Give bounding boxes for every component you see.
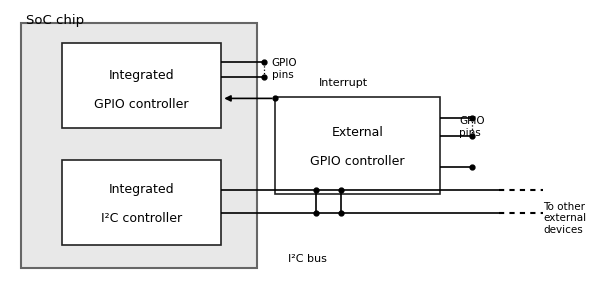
Text: SoC chip: SoC chip [26, 14, 85, 27]
Text: To other
external
devices: To other external devices [544, 202, 587, 235]
Text: GPIO controller: GPIO controller [94, 97, 189, 111]
Text: I²C bus: I²C bus [287, 254, 326, 264]
Text: External: External [331, 126, 383, 139]
Text: Integrated: Integrated [109, 183, 175, 196]
Text: I²C controller: I²C controller [101, 212, 182, 225]
Text: GPIO controller: GPIO controller [310, 155, 404, 168]
Text: Interrupt: Interrupt [319, 78, 368, 88]
Text: GPIO
pins: GPIO pins [272, 58, 297, 80]
Text: Integrated: Integrated [109, 69, 175, 82]
FancyBboxPatch shape [20, 23, 257, 268]
Text: GPIO
pins: GPIO pins [459, 116, 485, 138]
FancyBboxPatch shape [62, 43, 221, 128]
FancyBboxPatch shape [62, 160, 221, 245]
FancyBboxPatch shape [275, 97, 440, 194]
